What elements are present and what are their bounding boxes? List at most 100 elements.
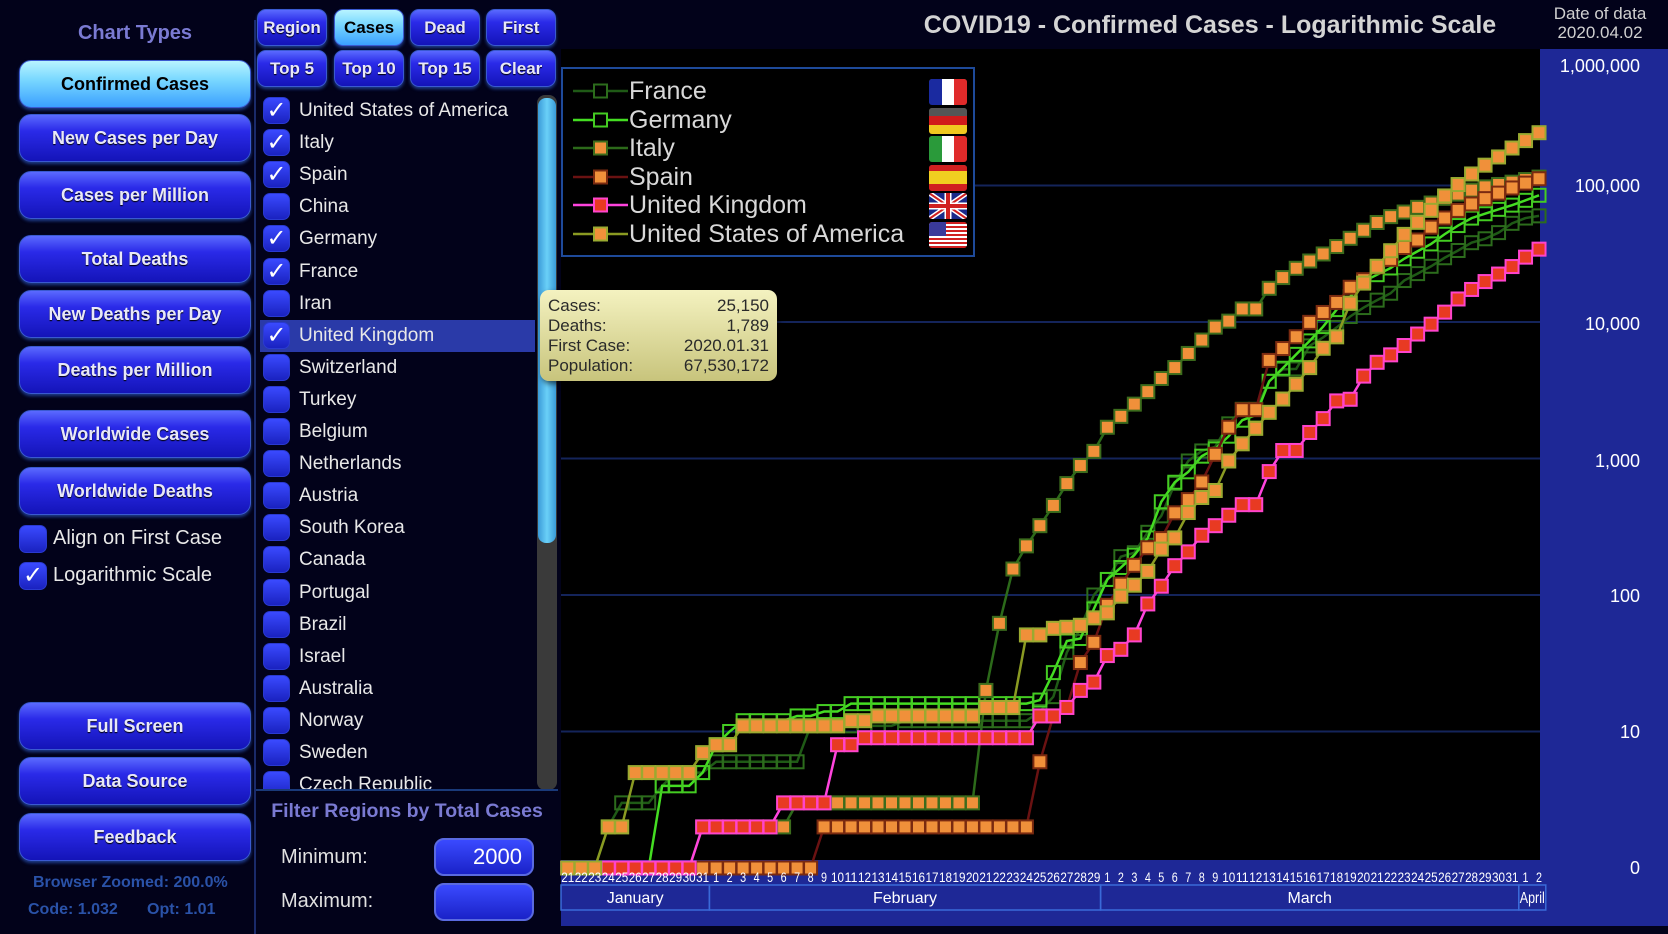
region-row-united-states-of-america[interactable]: ✓ United States of America — [260, 95, 535, 127]
region-row-australia[interactable]: Australia — [260, 673, 535, 705]
region-name: Australia — [299, 677, 373, 699]
region-row-france[interactable]: ✓ France — [260, 256, 535, 288]
region-row-turkey[interactable]: Turkey — [260, 384, 535, 416]
legend-item-spain[interactable]: Spain — [563, 163, 973, 191]
top-10-button[interactable]: Top 10 — [334, 50, 404, 87]
region-checkbox[interactable]: ✓ — [263, 97, 290, 124]
region-checkbox[interactable] — [263, 385, 290, 413]
region-checkbox[interactable] — [263, 739, 290, 766]
region-row-china[interactable]: China — [260, 191, 535, 223]
chart-types-title: Chart Types — [77, 22, 193, 44]
region-checkbox[interactable]: ✓ — [263, 129, 290, 157]
sort-first-button[interactable]: First — [486, 9, 556, 46]
checkmark-icon: ✓ — [266, 257, 287, 285]
data-source-button[interactable]: Data Source — [19, 757, 251, 805]
minimum-label: Minimum: — [281, 846, 368, 868]
region-checkbox[interactable] — [263, 546, 290, 574]
region-row-sweden[interactable]: Sweden — [260, 737, 535, 769]
tooltip-key: First Case: — [548, 336, 631, 355]
region-name: Switzerland — [299, 356, 398, 378]
sort-region-button[interactable]: Region — [257, 9, 327, 46]
chart-type-cases-per-million-button[interactable]: Cases per Million — [19, 171, 251, 219]
top-5-button[interactable]: Top 5 — [257, 50, 327, 87]
top-15-button[interactable]: Top 15 — [410, 50, 480, 87]
region-checkbox[interactable]: ✓ — [263, 225, 290, 253]
region-checkbox[interactable] — [263, 418, 290, 445]
legend-label: Germany — [629, 105, 732, 134]
region-row-united-kingdom[interactable]: ✓ United Kingdom — [260, 319, 535, 352]
region-checkbox[interactable]: ✓ — [263, 161, 290, 189]
checkmark-icon: ✓ — [266, 225, 287, 253]
tooltip-value: 67,530,172 — [683, 356, 769, 375]
legend-item-germany[interactable]: Germany — [563, 106, 973, 134]
flag-gb-icon — [929, 193, 967, 220]
chart-type-confirmed-cases-button[interactable]: Confirmed Cases — [19, 60, 251, 108]
legend-item-united-states-of-america[interactable]: United States of America — [563, 220, 973, 248]
chart-type-worldwide-cases-button[interactable]: Worldwide Cases — [19, 410, 251, 458]
region-name: Belgium — [299, 421, 368, 442]
legend-marker-icon — [573, 83, 628, 99]
region-checkbox[interactable] — [263, 482, 290, 510]
region-checkbox[interactable] — [263, 193, 290, 221]
legend-item-italy[interactable]: Italy — [563, 134, 973, 163]
region-row-south-korea[interactable]: South Korea — [260, 512, 535, 544]
tooltip-key: Deaths: — [548, 316, 607, 335]
region-row-iran[interactable]: Iran — [260, 288, 535, 320]
browser-zoom-text: Browser Zoomed: 200.0% — [33, 874, 228, 891]
region-checkbox[interactable] — [263, 706, 290, 734]
region-row-canada[interactable]: Canada — [260, 544, 535, 576]
feedback-button[interactable]: Feedback — [19, 813, 251, 861]
clear-button[interactable]: Clear — [486, 50, 556, 87]
region-row-switzerland[interactable]: Switzerland — [260, 352, 535, 384]
region-tooltip: Cases: 25,150 Deaths: 1,789 First Case: 202… — [540, 290, 777, 381]
chart-type-new-cases-per-day-button[interactable]: New Cases per Day — [19, 114, 251, 162]
tooltip-deaths-row: Deaths: 1,789 — [548, 316, 769, 336]
date-of-data-value: 2020.04.02 — [1557, 23, 1643, 42]
region-row-norway[interactable]: Norway — [260, 705, 535, 737]
legend-item-france[interactable]: France — [563, 77, 973, 105]
chart-legend: France Germany Italy Spain United Kingdom Uni… — [561, 67, 975, 257]
chart-type-new-deaths-per-day-button[interactable]: New Deaths per Day — [19, 290, 251, 338]
region-checkbox[interactable] — [263, 610, 290, 638]
legend-label: Italy — [629, 134, 675, 163]
region-checkbox[interactable]: ✓ — [263, 257, 290, 285]
region-checkbox[interactable] — [263, 642, 290, 670]
list-scrollbar[interactable] — [537, 95, 557, 790]
legend-item-united-kingdom[interactable]: United Kingdom — [563, 191, 973, 220]
region-checkbox[interactable]: ✓ — [263, 321, 290, 349]
region-checkbox[interactable] — [263, 450, 290, 478]
region-row-italy[interactable]: ✓ Italy — [260, 127, 535, 159]
region-row-belgium[interactable]: Belgium — [260, 416, 535, 448]
region-row-czech-republic[interactable]: Czech Republic — [260, 769, 535, 790]
chart-type-worldwide-deaths-button[interactable]: Worldwide Deaths — [19, 467, 251, 515]
legend-marker-icon — [573, 226, 628, 242]
region-checkbox[interactable] — [263, 674, 290, 702]
region-checkbox[interactable] — [263, 771, 290, 790]
region-row-israel[interactable]: Israel — [260, 641, 535, 673]
region-row-netherlands[interactable]: Netherlands — [260, 448, 535, 480]
region-row-spain[interactable]: ✓ Spain — [260, 159, 535, 191]
region-name: United States of America — [299, 100, 509, 121]
region-row-germany[interactable]: ✓ Germany — [260, 223, 535, 255]
flag-es-icon — [929, 164, 967, 191]
full-screen-button[interactable]: Full Screen — [19, 702, 251, 750]
sort-cases-button[interactable]: Cases — [334, 9, 404, 46]
region-name: Sweden — [299, 742, 368, 763]
log-scale-checkbox[interactable]: ✓ — [19, 562, 47, 590]
region-checkbox[interactable] — [263, 353, 290, 381]
align-first-case-checkbox[interactable] — [19, 525, 47, 553]
region-checkbox[interactable] — [263, 578, 290, 606]
opt-version: Opt: 1.01 — [147, 901, 216, 918]
sort-dead-button[interactable]: Dead — [410, 9, 480, 46]
chart-type-deaths-per-million-button[interactable]: Deaths per Million — [19, 346, 251, 394]
minimum-input[interactable]: 2000 — [434, 838, 534, 876]
region-row-portugal[interactable]: Portugal — [260, 577, 535, 609]
checkmark-icon: ✓ — [266, 97, 287, 124]
region-row-brazil[interactable]: Brazil — [260, 609, 535, 641]
region-row-austria[interactable]: Austria — [260, 480, 535, 512]
region-checkbox[interactable] — [263, 289, 290, 317]
chart-type-total-deaths-button[interactable]: Total Deaths — [19, 235, 251, 283]
maximum-input[interactable] — [434, 883, 534, 921]
region-checkbox[interactable] — [263, 514, 290, 542]
legend-label: France — [629, 77, 707, 105]
